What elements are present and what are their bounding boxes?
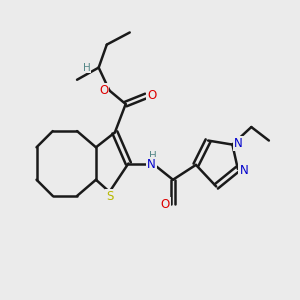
Text: S: S [106,190,113,203]
Text: O: O [99,84,108,97]
Text: N: N [234,137,243,150]
Text: N: N [239,164,248,177]
Text: H: H [82,63,90,73]
Text: N: N [147,158,156,171]
Text: O: O [161,197,170,211]
Text: H: H [149,151,157,161]
Text: O: O [147,89,157,103]
